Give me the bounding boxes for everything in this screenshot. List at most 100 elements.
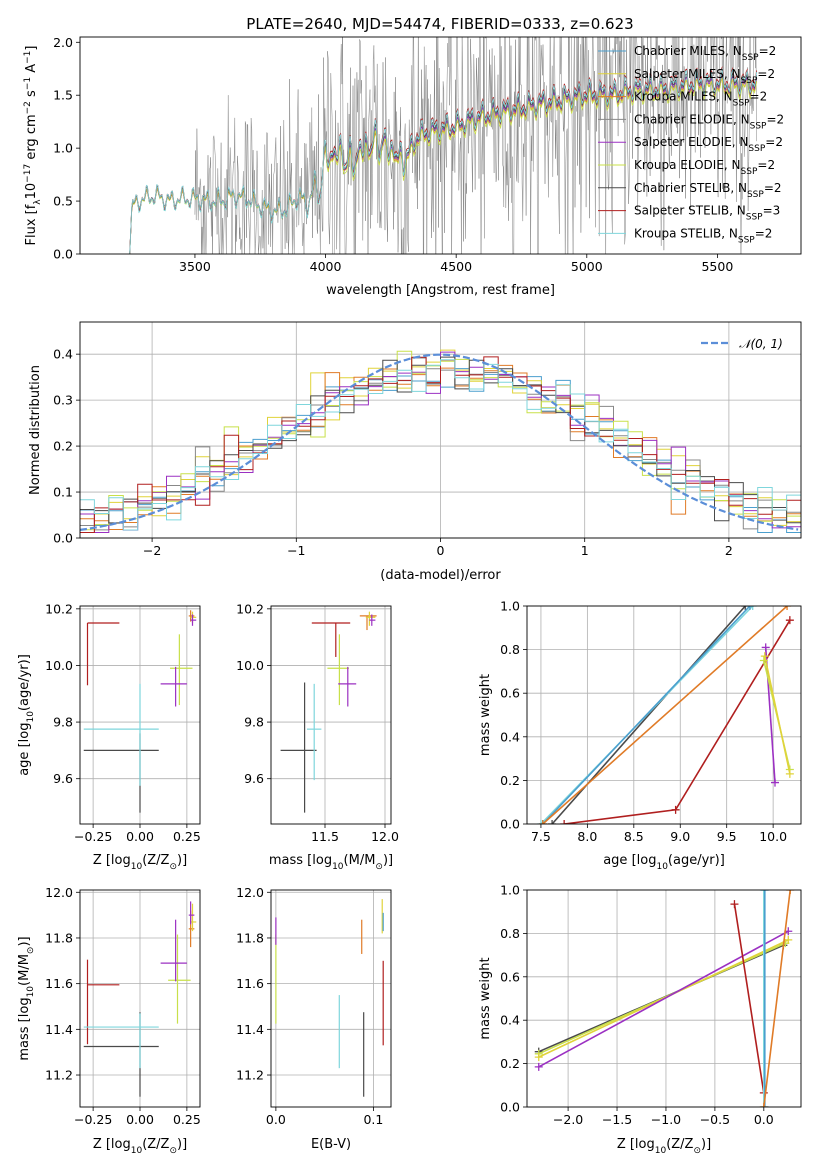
x-axis-label: Z [log10(Z/Z⊙)] bbox=[93, 853, 187, 872]
weight-marker bbox=[760, 890, 769, 894]
x-tick-label: 0.00 bbox=[126, 1112, 154, 1127]
x-tick-label: 8.0 bbox=[577, 829, 597, 844]
plot-area bbox=[83, 901, 197, 1097]
weight-marker bbox=[671, 805, 680, 814]
x-axis-label-part: ⊙ bbox=[169, 862, 177, 872]
legend-label-part: SSP bbox=[742, 53, 759, 63]
y-tick-label: 10.0 bbox=[236, 658, 264, 673]
x-tick-label: 9.0 bbox=[670, 829, 690, 844]
y-tick-label: 10.2 bbox=[45, 601, 73, 616]
legend-label-part: Chabrier ELODIE, N bbox=[634, 112, 750, 126]
x-axis-label-part: age [log bbox=[603, 853, 656, 868]
legend-label-part: SSP bbox=[748, 144, 765, 154]
x-axis-label-part: (M/M bbox=[344, 853, 376, 868]
plot-area bbox=[83, 610, 197, 813]
x-tick-label: 0.1 bbox=[363, 1112, 383, 1127]
weight-marker bbox=[783, 606, 792, 610]
weight-marker bbox=[761, 643, 770, 652]
x-tick-label: 1 bbox=[581, 543, 589, 558]
x-axis-label-part: (age/yr)] bbox=[668, 853, 725, 868]
figure-title: PLATE=2640, MJD=54474, FIBERID=0333, z=0… bbox=[246, 15, 633, 33]
y-axis-label-part: 10 bbox=[26, 711, 36, 723]
weight-marker bbox=[730, 900, 739, 909]
axes-frame bbox=[526, 605, 802, 825]
y-tick-label: 0.8 bbox=[500, 642, 520, 657]
y-axis-label: Normed distribution bbox=[28, 365, 43, 495]
x-tick-label: 0 bbox=[437, 543, 445, 558]
x-tick-label: 9.5 bbox=[717, 829, 737, 844]
legend-label-part: SSP bbox=[750, 121, 767, 131]
weight-marker bbox=[748, 606, 757, 610]
x-axis-label: E(B-V) bbox=[311, 1137, 351, 1152]
plot-area bbox=[536, 606, 794, 824]
legend-label: Salpeter ELODIE, NSSP=2 bbox=[634, 135, 783, 154]
legend-label: Salpeter MILES, NSSP=2 bbox=[634, 67, 775, 86]
legend-label: Salpeter STELIB, NSSP=3 bbox=[634, 204, 780, 223]
x-axis-label: mass [log10(M/M⊙)] bbox=[269, 853, 393, 872]
x-tick-label: 2 bbox=[725, 543, 733, 558]
y-tick-label: 11.8 bbox=[236, 930, 264, 945]
y-axis-label: mass weight bbox=[478, 957, 493, 1039]
y-tick-label: 9.8 bbox=[53, 715, 73, 730]
y-tick-label: 0.4 bbox=[500, 1013, 520, 1028]
y-tick-label: 0.2 bbox=[500, 773, 520, 788]
histogram-step bbox=[80, 359, 801, 531]
chart-weight_vs_z: −2.0 −1.5 −1.0 −0.5 0.0 0.0 0.2 0.4 0.6 0.8 1.0 Z [… bbox=[478, 883, 802, 1156]
y-axis-label-part: ⊙ bbox=[26, 947, 36, 955]
legend-label-part: Salpeter MILES, N bbox=[634, 67, 741, 81]
legend-label-part: SSP bbox=[733, 99, 750, 109]
y-tick-label: 0.8 bbox=[500, 926, 520, 941]
y-axis-label-part: 10 bbox=[26, 986, 36, 998]
x-tick-label: 4500 bbox=[440, 259, 472, 274]
x-axis-label: age [log10(age/yr)] bbox=[603, 853, 725, 872]
chart-age_vs_mass: 11.5 12.0 9.6 9.8 10.0 10.2 mass [log10(M/M⊙)] bbox=[236, 601, 399, 872]
plot-area bbox=[280, 611, 377, 813]
x-axis-label-part: ⊙ bbox=[375, 862, 383, 872]
y-tick-label: 0.3 bbox=[53, 393, 73, 408]
x-axis-label-part: (Z/Z bbox=[142, 853, 169, 868]
weight-marker bbox=[770, 778, 779, 787]
legend-label: Chabrier MILES, NSSP=2 bbox=[634, 44, 776, 63]
chart-weight_vs_age: 7.5 8.0 8.5 9.0 9.5 10.0 0.0 0.2 0.4 0.6 0.8 1.0 age… bbox=[478, 599, 802, 872]
y-tick-label: 0.4 bbox=[53, 347, 73, 362]
legend-label-part: =2 bbox=[766, 112, 784, 126]
chart-age_vs_z: −0.25 0.00 0.259.69.810.010.2Z [log10(Z/Z⊙… bbox=[17, 601, 201, 872]
legend-label-part: =2 bbox=[759, 44, 777, 58]
y-tick-label: 12.0 bbox=[45, 885, 73, 900]
x-tick-label: 4000 bbox=[310, 259, 342, 274]
weight-marker bbox=[759, 1103, 768, 1107]
x-axis-label-part: Z [log bbox=[617, 1137, 655, 1152]
legend-label: 𝒩(0, 1) bbox=[739, 337, 783, 351]
legend-label-part: =2 bbox=[757, 67, 775, 81]
x-tick-label: 12.0 bbox=[371, 829, 399, 844]
weight-marker bbox=[745, 606, 754, 610]
y-tick-label: 11.6 bbox=[236, 976, 264, 991]
weight-marker bbox=[741, 606, 750, 610]
x-tick-label: 0.25 bbox=[173, 829, 201, 844]
y-tick-label: 0.4 bbox=[500, 729, 520, 744]
y-tick-label: 1.0 bbox=[500, 883, 520, 898]
x-axis-label-part: (Z/Z bbox=[142, 1137, 169, 1152]
plot-area bbox=[534, 890, 795, 1107]
x-axis-label: wavelength [Angstrom, rest frame] bbox=[326, 283, 555, 298]
legend-label-part: =2 bbox=[755, 226, 773, 240]
legend-label-part: Chabrier STELIB, N bbox=[634, 181, 747, 195]
axes-frame bbox=[79, 36, 802, 255]
weight-marker bbox=[760, 652, 769, 661]
y-axis-label: mass weight bbox=[478, 674, 493, 756]
y-tick-label: 0.0 bbox=[500, 1100, 520, 1115]
weight-line bbox=[551, 606, 746, 824]
legend-label-part: SSP bbox=[741, 167, 758, 177]
y-tick-label: 12.0 bbox=[236, 885, 264, 900]
weight-line bbox=[764, 655, 791, 775]
plot-area bbox=[275, 899, 384, 1097]
x-axis-label-part: )] bbox=[701, 1137, 711, 1152]
x-axis-label: Z [log10(Z/Z⊙)] bbox=[93, 1137, 187, 1156]
x-axis-label-part: Z [log bbox=[93, 853, 131, 868]
x-tick-label: 10.0 bbox=[759, 829, 787, 844]
weight-line bbox=[538, 930, 789, 1068]
x-tick-label: 0.0 bbox=[266, 1112, 286, 1127]
x-axis-label-part: 10 bbox=[131, 1146, 143, 1156]
